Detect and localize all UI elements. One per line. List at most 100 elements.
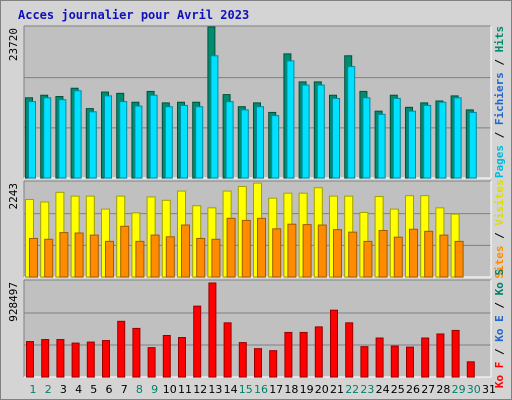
kb-bar-4 <box>71 342 80 378</box>
kb-bar-16 <box>254 348 262 378</box>
pages-bar-4 <box>73 90 82 179</box>
legend-part-2: Ko E <box>493 315 506 342</box>
x-tick-label-1: 1 <box>30 383 37 396</box>
pages-bar-22 <box>347 66 356 179</box>
pages-bar-16 <box>256 106 264 179</box>
sites-bar-23 <box>363 240 373 278</box>
x-tick-label-23: 23 <box>360 383 374 396</box>
x-tick-label-11: 11 <box>178 383 192 396</box>
pages-bar-15 <box>240 109 249 179</box>
sites-bar-6 <box>105 240 114 278</box>
x-tick-label-31: 31 <box>482 383 496 396</box>
pages-bar-5 <box>88 111 97 179</box>
x-tick-label-5: 5 <box>90 383 97 396</box>
kb-bar-28 <box>436 333 445 378</box>
pages-bar-11 <box>180 104 188 179</box>
pages-bar-9 <box>149 94 158 179</box>
kb-bar-13 <box>208 282 217 378</box>
legend-part-4: Hits <box>493 26 506 53</box>
x-tick-label-20: 20 <box>315 383 329 396</box>
pages-bar-23 <box>362 97 371 179</box>
kb-bar-19 <box>299 331 308 378</box>
legend-part-0: Pages <box>493 145 506 178</box>
sites-bar-21 <box>333 229 342 278</box>
kb-bar-20 <box>314 326 323 378</box>
sites-bar-5 <box>89 234 99 278</box>
x-tick-label-19: 19 <box>300 383 314 396</box>
kb-bar-5 <box>86 341 95 378</box>
sites-bar-27 <box>424 230 434 278</box>
pages-bar-2 <box>43 97 52 179</box>
sites-bar-17 <box>272 228 282 278</box>
kb-bar-1 <box>26 341 34 378</box>
kb-bar-3 <box>56 339 65 378</box>
panel-0-ymax-label: 23720 <box>7 28 20 61</box>
legend-part-3: / <box>493 52 506 72</box>
panel-1-legend: Sites / Visites <box>493 179 506 278</box>
sites-bar-29 <box>454 240 464 278</box>
kb-bar-17 <box>269 350 278 378</box>
kb-bar-14 <box>223 322 232 378</box>
x-tick-label-8: 8 <box>136 383 143 396</box>
sites-bar-3 <box>59 232 69 278</box>
kb-bar-12 <box>193 305 202 378</box>
sites-bar-15 <box>241 219 251 278</box>
pages-bar-10 <box>164 106 173 179</box>
kb-bar-2 <box>41 339 50 378</box>
pages-bar-28 <box>438 101 447 179</box>
pages-bar-6 <box>104 95 112 179</box>
panel-1-ymax-label: 2243 <box>7 183 20 210</box>
x-tick-label-17: 17 <box>269 383 283 396</box>
sites-bar-14 <box>226 217 236 278</box>
pages-bar-14 <box>225 101 234 179</box>
kb-bar-10 <box>162 334 171 378</box>
legend-part-4: Ko S <box>493 269 506 296</box>
pages-bar-20 <box>316 84 325 179</box>
pages-bar-3 <box>58 99 67 179</box>
pages-bar-25 <box>392 97 401 179</box>
x-tick-label-7: 7 <box>121 383 128 396</box>
legend-part-1: / <box>493 342 506 362</box>
pages-bar-12 <box>195 106 204 179</box>
kb-bar-18 <box>284 331 293 378</box>
sites-bar-18 <box>287 223 297 278</box>
x-tick-label-28: 28 <box>436 383 450 396</box>
chart-title: Acces journalier pour Avril 2023 <box>18 8 250 22</box>
pages-bar-8 <box>134 105 143 179</box>
kb-bar-23 <box>360 346 369 378</box>
pages-bar-30 <box>468 111 477 179</box>
pages-bar-24 <box>377 113 386 179</box>
x-tick-label-29: 29 <box>452 383 466 396</box>
x-tick-label-13: 13 <box>208 383 222 396</box>
sites-bar-1 <box>29 237 38 278</box>
pages-bar-13 <box>210 55 219 179</box>
sites-bar-20 <box>317 224 327 278</box>
kb-bar-25 <box>390 345 399 378</box>
sites-bar-24 <box>378 229 388 278</box>
x-tick-label-12: 12 <box>193 383 207 396</box>
x-tick-label-24: 24 <box>376 383 390 396</box>
x-tick-label-15: 15 <box>239 383 253 396</box>
x-tick-label-26: 26 <box>406 383 420 396</box>
x-tick-label-21: 21 <box>330 383 344 396</box>
kb-bar-24 <box>375 337 384 378</box>
pages-bar-1 <box>28 101 36 179</box>
legend-part-3: / <box>493 295 506 315</box>
sites-bar-22 <box>348 231 358 278</box>
sites-bar-16 <box>257 217 266 278</box>
pages-bar-27 <box>423 104 432 179</box>
legend-part-0: Ko F <box>493 362 506 389</box>
kb-bar-8 <box>132 327 141 378</box>
sites-bar-11 <box>181 224 190 278</box>
pages-bar-21 <box>332 97 340 179</box>
sites-bar-26 <box>409 228 418 278</box>
sites-bar-28 <box>439 234 449 278</box>
legend-part-1: / <box>493 226 506 246</box>
sites-bar-8 <box>135 240 145 278</box>
x-tick-label-4: 4 <box>75 383 82 396</box>
legend-part-1: / <box>493 125 506 145</box>
kb-bar-29 <box>451 329 460 378</box>
sites-bar-4 <box>74 232 84 278</box>
x-tick-label-16: 16 <box>254 383 268 396</box>
